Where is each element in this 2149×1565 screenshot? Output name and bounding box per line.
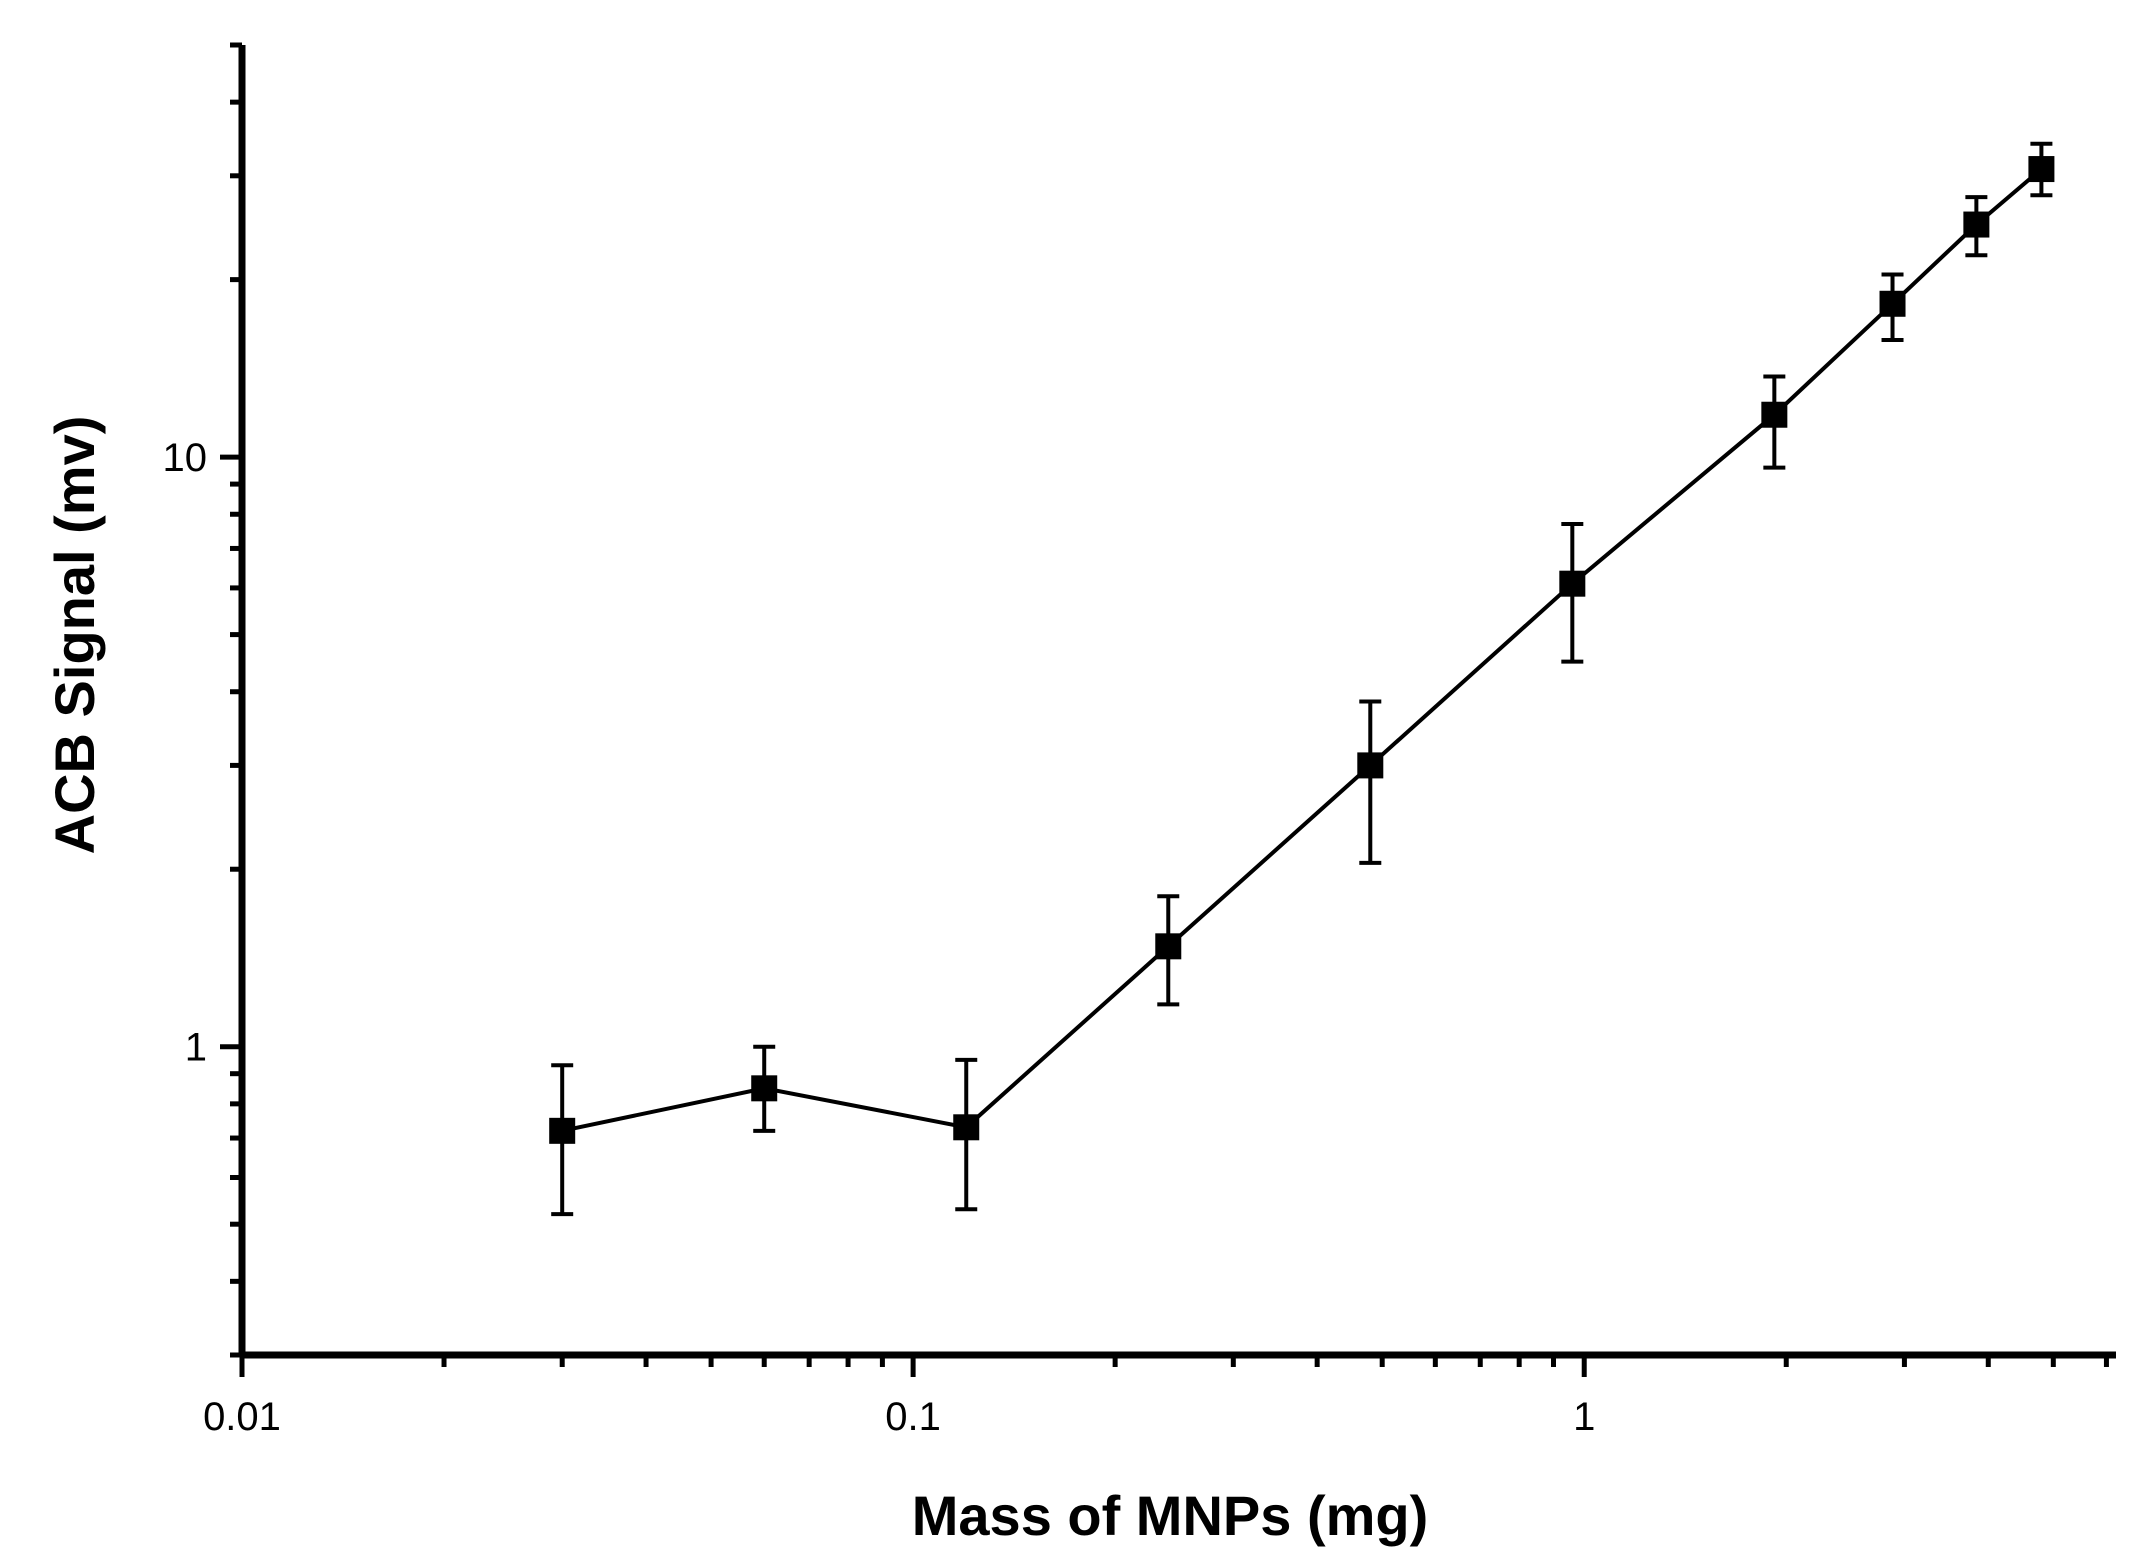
x-tick-label: 1 [1573, 1395, 1595, 1439]
x-tick-label: 0.01 [203, 1395, 281, 1439]
y-tick-label: 1 [185, 1026, 207, 1070]
y-axis-label: ACB Signal (mv) [43, 416, 106, 855]
data-point [1963, 211, 1990, 238]
x-axis: 0.01 0.1 1 [203, 1351, 2116, 1439]
series-line [561, 167, 2043, 1133]
data-point [549, 1117, 576, 1144]
x-tick-label: 0.1 [885, 1395, 941, 1439]
y-tick-label: 10 [163, 436, 208, 480]
data-point [1357, 752, 1384, 779]
data-point [1761, 401, 1788, 428]
data-point [1559, 570, 1586, 597]
data-point [751, 1075, 778, 1102]
y-axis: 1 10 [163, 42, 246, 1358]
data-point [1879, 290, 1906, 317]
data-point [1155, 933, 1182, 960]
data-point [953, 1114, 980, 1141]
x-axis-label: Mass of MNPs (mg) [912, 1484, 1429, 1547]
data-point [2028, 156, 2055, 183]
plot-area [549, 141, 2055, 1217]
